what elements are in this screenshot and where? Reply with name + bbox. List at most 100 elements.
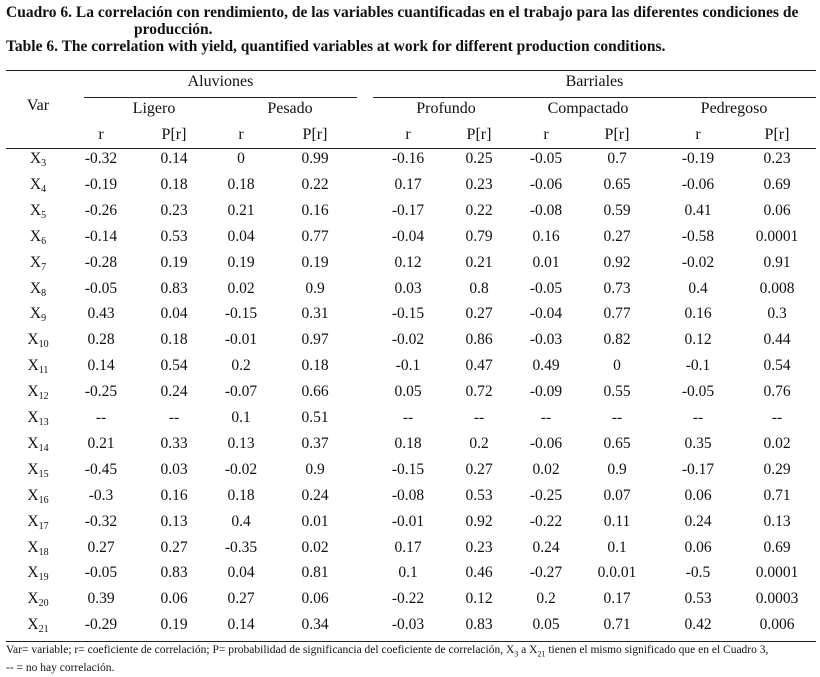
table-cell: -0.26 bbox=[84, 201, 118, 219]
row-variable: X13 bbox=[6, 409, 70, 428]
table-cell: 0.0003 bbox=[755, 590, 799, 608]
stat-header-p: P[r] bbox=[161, 126, 187, 143]
variable-letter: X bbox=[29, 253, 42, 271]
table-cell: -0.05 bbox=[681, 383, 715, 401]
table-cell: 0.83 bbox=[160, 279, 188, 297]
row-variable: X9 bbox=[6, 305, 70, 324]
table-cell: 0.2 bbox=[536, 590, 556, 608]
table-cell: 0.3 bbox=[767, 305, 787, 323]
variable-subscript: 14 bbox=[38, 442, 49, 454]
table-cell: 0.16 bbox=[160, 486, 188, 504]
table-cell: -0.15 bbox=[224, 305, 258, 323]
table-cell: 0.37 bbox=[301, 434, 329, 452]
variable-letter: X bbox=[27, 357, 39, 375]
table-cell: -0.08 bbox=[391, 486, 425, 504]
table-cell: 0.83 bbox=[465, 616, 493, 634]
variable-letter: X bbox=[27, 538, 39, 556]
table-cell: 0.65 bbox=[603, 434, 631, 452]
table-cell: 0.16 bbox=[301, 201, 329, 219]
stat-header-p: P[r] bbox=[466, 126, 492, 143]
table-cell: -0.15 bbox=[391, 305, 425, 323]
table-cell: 0.04 bbox=[227, 564, 255, 582]
caption-spanish: Cuadro 6. La correlación con rendimiento… bbox=[6, 4, 816, 38]
table-cell: -0.05 bbox=[84, 279, 118, 297]
table-cell: 0.69 bbox=[763, 538, 791, 556]
table-cell: 0.9 bbox=[607, 460, 627, 478]
table-cell: -0.06 bbox=[529, 434, 563, 452]
table-cell: 0.06 bbox=[684, 486, 712, 504]
table-cell: -0.22 bbox=[529, 512, 563, 530]
table-caption: Cuadro 6. La correlación con rendimiento… bbox=[6, 4, 816, 55]
caption-english: Table 6. The correlation with yield, qua… bbox=[6, 38, 666, 55]
table-cell: -0.16 bbox=[391, 150, 425, 167]
table-cell: 0.9 bbox=[305, 279, 325, 297]
variable-subscript: 6 bbox=[41, 235, 47, 247]
variable-letter: X bbox=[27, 331, 39, 349]
variable-subscript: 21 bbox=[38, 624, 49, 636]
table-cell: 0.77 bbox=[603, 305, 631, 323]
variable-subscript: 9 bbox=[41, 313, 47, 325]
condition-pesado: Pesado bbox=[267, 100, 313, 117]
table-cell: 0.54 bbox=[763, 357, 791, 375]
table-cell: -0.03 bbox=[529, 331, 563, 349]
table-cell: 0.86 bbox=[465, 331, 493, 349]
table-cell: 0.13 bbox=[763, 512, 791, 530]
table-cell: 0.04 bbox=[160, 305, 188, 323]
row-variable: X18 bbox=[6, 539, 70, 558]
stat-header-r: r bbox=[98, 126, 104, 143]
table-cell: -0.04 bbox=[529, 305, 563, 323]
table-cell: 0.27 bbox=[227, 590, 255, 608]
table-cell: 0.18 bbox=[160, 175, 188, 193]
table-cell: 0.1 bbox=[231, 409, 251, 426]
table-cell: 0.41 bbox=[684, 201, 712, 219]
table-cell: 0.22 bbox=[301, 175, 329, 193]
table-cell: 0.33 bbox=[160, 434, 188, 452]
footnote: Var= variable; r= coeficiente de correla… bbox=[6, 643, 816, 675]
table-cell: 0.17 bbox=[603, 590, 631, 608]
variable-subscript: 20 bbox=[38, 598, 49, 610]
table-cell: 0.44 bbox=[763, 331, 791, 349]
row-variable: X10 bbox=[6, 331, 70, 350]
table-cell: -- bbox=[540, 409, 552, 426]
variable-letter: X bbox=[27, 512, 39, 530]
variable-letter: X bbox=[27, 590, 39, 608]
table-cell: 0.47 bbox=[465, 357, 493, 375]
table-cell: -0.07 bbox=[224, 383, 258, 401]
variable-subscript: 4 bbox=[41, 183, 47, 195]
table-cell: 0.8 bbox=[469, 279, 489, 297]
table-cell: -0.28 bbox=[84, 253, 118, 271]
table-cell: 0.0001 bbox=[755, 564, 799, 582]
condition-compactado: Compactado bbox=[547, 100, 629, 117]
table-cell: 0.16 bbox=[684, 305, 712, 323]
table-cell: -0.19 bbox=[84, 175, 118, 193]
table-cell: -0.25 bbox=[529, 486, 563, 504]
row-variable: X14 bbox=[6, 435, 70, 454]
table-cell: 0.31 bbox=[301, 305, 329, 323]
table-cell: 0.23 bbox=[763, 150, 791, 167]
table-cell: -0.02 bbox=[681, 253, 715, 271]
stat-header-p: P[r] bbox=[302, 126, 328, 143]
table-cell: -- bbox=[771, 409, 783, 426]
table-cell: 0.06 bbox=[301, 590, 329, 608]
variable-letter: X bbox=[29, 279, 42, 297]
table-cell: 0.27 bbox=[160, 538, 188, 556]
table-cell: -0.17 bbox=[391, 201, 425, 219]
variable-subscript: 13 bbox=[38, 417, 49, 428]
footnote-part2: a X bbox=[518, 644, 538, 656]
table-cell: -0.17 bbox=[681, 460, 715, 478]
table-cell: -- bbox=[611, 409, 623, 426]
table-cell: -0.05 bbox=[529, 150, 563, 167]
table-cell: -0.03 bbox=[391, 616, 425, 634]
table-cell: -0.32 bbox=[84, 150, 118, 167]
table-cell: 0.21 bbox=[87, 434, 115, 452]
table-cell: 0.54 bbox=[160, 357, 188, 375]
table-cell: 0.18 bbox=[301, 357, 329, 375]
stat-header-p: P[r] bbox=[764, 126, 790, 143]
footnote-part1: Var= variable; r= coeficiente de correla… bbox=[6, 644, 515, 656]
table-cell: -0.22 bbox=[391, 590, 425, 608]
table-cell: 0.7 bbox=[607, 150, 627, 167]
variable-letter: X bbox=[29, 227, 42, 245]
table-cell: 0.76 bbox=[763, 383, 791, 401]
table-cell: 0.53 bbox=[160, 227, 188, 245]
top-rule bbox=[6, 70, 816, 71]
